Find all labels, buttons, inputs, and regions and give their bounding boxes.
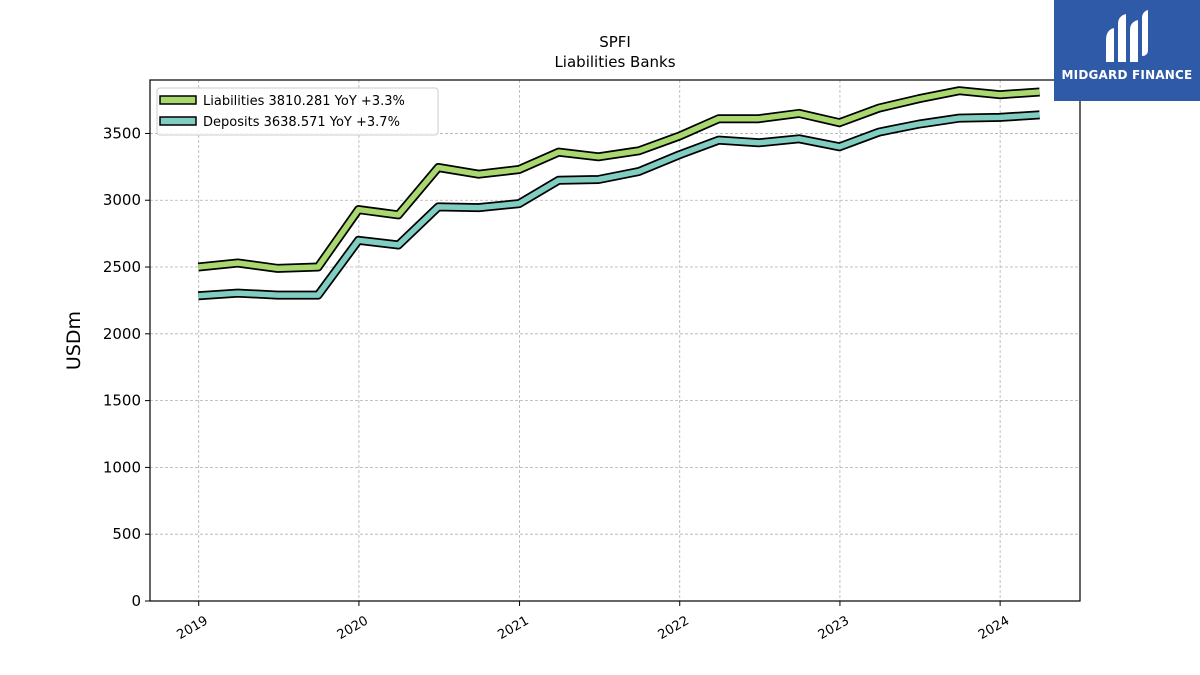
x-tick-label: 2021 (495, 613, 531, 643)
y-axis: 0 500 1000 1500 2000 2500 3000 3500 (103, 124, 150, 610)
chart-title: SPFI (599, 33, 631, 51)
legend: Liabilities 3810.281 YoY +3.3% Deposits 3… (156, 87, 439, 136)
y-tick-label: 0 (131, 592, 141, 610)
y-axis-label: USDm (63, 311, 85, 370)
logo-mark-icon (1106, 10, 1148, 62)
x-tick-label: 2023 (816, 613, 852, 643)
x-tick-label: 2019 (175, 613, 211, 643)
legend-box (156, 87, 439, 136)
series-liabilities (197, 86, 1040, 273)
legend-label: Liabilities 3810.281 YoY +3.3% (203, 94, 405, 109)
x-tick-label: 2022 (656, 613, 692, 643)
y-tick-label: 2500 (103, 258, 141, 276)
legend-swatch (159, 116, 197, 126)
x-axis: 2019 2020 2021 2022 2023 2024 (175, 601, 1012, 643)
x-tick-label: 2020 (335, 613, 371, 643)
legend-swatch (159, 95, 197, 105)
axes-frame (149, 79, 1081, 602)
y-tick-label: 1000 (103, 458, 141, 476)
logo-text: MIDGARD FINANCE (1061, 68, 1193, 82)
y-tick-label: 3500 (103, 124, 141, 142)
y-tick-label: 500 (112, 525, 141, 543)
x-tick-label: 2024 (976, 613, 1012, 643)
series-deposits (198, 110, 1040, 301)
legend-entry-liabilities: Liabilities 3810.281 YoY +3.3% (159, 94, 405, 109)
y-tick-label: 3000 (103, 191, 141, 209)
legend-label: Deposits 3638.571 YoY +3.7% (203, 115, 400, 130)
brand-logo: MIDGARD FINANCE (1054, 0, 1200, 101)
series-line (198, 87, 1040, 272)
chart-subtitle: Liabilities Banks (554, 53, 676, 71)
legend-entry-deposits: Deposits 3638.571 YoY +3.7% (159, 115, 400, 130)
y-tick-label: 2000 (103, 325, 141, 343)
series-line-outline (198, 110, 1040, 301)
series-lines (197, 86, 1040, 301)
series-line (198, 112, 1040, 299)
y-tick-label: 1500 (103, 392, 141, 410)
